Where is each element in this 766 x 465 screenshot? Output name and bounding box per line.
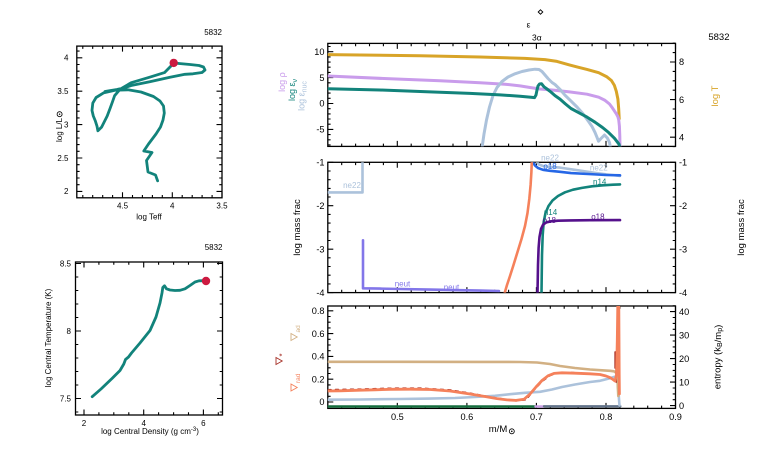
- svg-text:10: 10: [314, 47, 324, 57]
- svg-text:0: 0: [319, 397, 324, 407]
- svg-text:4: 4: [679, 132, 684, 142]
- svg-text:entropy (kB/mp): entropy (kB/mp): [713, 325, 724, 390]
- svg-text:-1: -1: [316, 158, 324, 168]
- svg-text:-3: -3: [316, 244, 324, 254]
- svg-text:4: 4: [64, 54, 69, 63]
- svg-text:10: 10: [679, 377, 689, 387]
- svg-text:3: 3: [64, 120, 69, 129]
- svg-text:-5: -5: [316, 125, 324, 135]
- svg-text:2: 2: [82, 419, 87, 428]
- svg-text:0: 0: [679, 401, 684, 411]
- svg-text:0.6: 0.6: [460, 412, 473, 422]
- svg-text:2: 2: [64, 187, 69, 196]
- svg-text:2.5: 2.5: [57, 154, 69, 163]
- svg-text:0.9: 0.9: [669, 412, 682, 422]
- svg-text:30: 30: [679, 330, 689, 340]
- svg-text:-1: -1: [679, 158, 687, 168]
- svg-text:log Central Temperature (K): log Central Temperature (K): [44, 288, 53, 387]
- svg-text:log εν: log εν: [287, 78, 299, 101]
- svg-text:3.5: 3.5: [216, 202, 228, 211]
- svg-text:log T: log T: [710, 85, 721, 106]
- svg-text:neut: neut: [395, 280, 411, 289]
- svg-text:5: 5: [319, 73, 324, 83]
- svg-text:log Central Density (g cm-3): log Central Density (g cm-3): [101, 427, 199, 436]
- svg-text:ne22: ne22: [590, 164, 608, 173]
- svg-text:o18: o18: [543, 162, 557, 171]
- svg-text:8.5: 8.5: [60, 259, 72, 268]
- svg-text:0.6: 0.6: [312, 329, 325, 339]
- svg-text:log L/L: log L/L: [55, 117, 64, 142]
- svg-text:5832: 5832: [708, 32, 729, 43]
- svg-text:0: 0: [319, 99, 324, 109]
- svg-text:m/M: m/M: [489, 424, 508, 435]
- svg-text:o18: o18: [591, 212, 605, 221]
- svg-text:4: 4: [141, 419, 146, 428]
- svg-text:0.5: 0.5: [391, 412, 404, 422]
- svg-text:ad: ad: [295, 325, 302, 333]
- svg-text:o18: o18: [543, 216, 557, 225]
- svg-text:log Teff: log Teff: [136, 213, 162, 222]
- svg-text:3.5: 3.5: [57, 87, 69, 96]
- svg-text:rad: rad: [295, 373, 302, 383]
- svg-text:*: *: [278, 353, 287, 356]
- svg-text:ne22: ne22: [541, 154, 559, 163]
- svg-text:ε: ε: [527, 20, 531, 30]
- svg-text:-2: -2: [316, 201, 324, 211]
- svg-text:8: 8: [679, 57, 684, 67]
- svg-text:7.5: 7.5: [60, 394, 72, 403]
- svg-text:5832: 5832: [205, 243, 223, 252]
- svg-text:0.8: 0.8: [312, 306, 325, 316]
- svg-text:neut: neut: [444, 283, 460, 292]
- svg-text:5832: 5832: [204, 28, 222, 37]
- svg-text:0.2: 0.2: [312, 374, 325, 384]
- svg-text:4: 4: [170, 202, 175, 211]
- svg-text:-3: -3: [679, 244, 687, 254]
- svg-text:n14: n14: [593, 178, 607, 187]
- svg-text:0.7: 0.7: [530, 412, 543, 422]
- svg-text:n14: n14: [544, 208, 558, 217]
- svg-text:6: 6: [201, 419, 206, 428]
- svg-text:4.5: 4.5: [117, 202, 129, 211]
- svg-text:6: 6: [679, 95, 684, 105]
- svg-text:-4: -4: [316, 288, 324, 298]
- svg-text:0.8: 0.8: [600, 412, 613, 422]
- svg-text:log mass frac: log mass frac: [736, 199, 747, 256]
- svg-text:0.4: 0.4: [312, 352, 325, 362]
- svg-text:8: 8: [67, 327, 72, 336]
- svg-text:20: 20: [679, 354, 689, 364]
- svg-text:ne22: ne22: [343, 181, 361, 190]
- svg-text:-2: -2: [679, 201, 687, 211]
- svg-text:3α: 3α: [532, 33, 542, 43]
- svg-text:log ρ: log ρ: [277, 72, 287, 92]
- svg-text:-4: -4: [679, 288, 687, 298]
- svg-text:log mass frac: log mass frac: [292, 199, 303, 256]
- svg-text:40: 40: [679, 307, 689, 317]
